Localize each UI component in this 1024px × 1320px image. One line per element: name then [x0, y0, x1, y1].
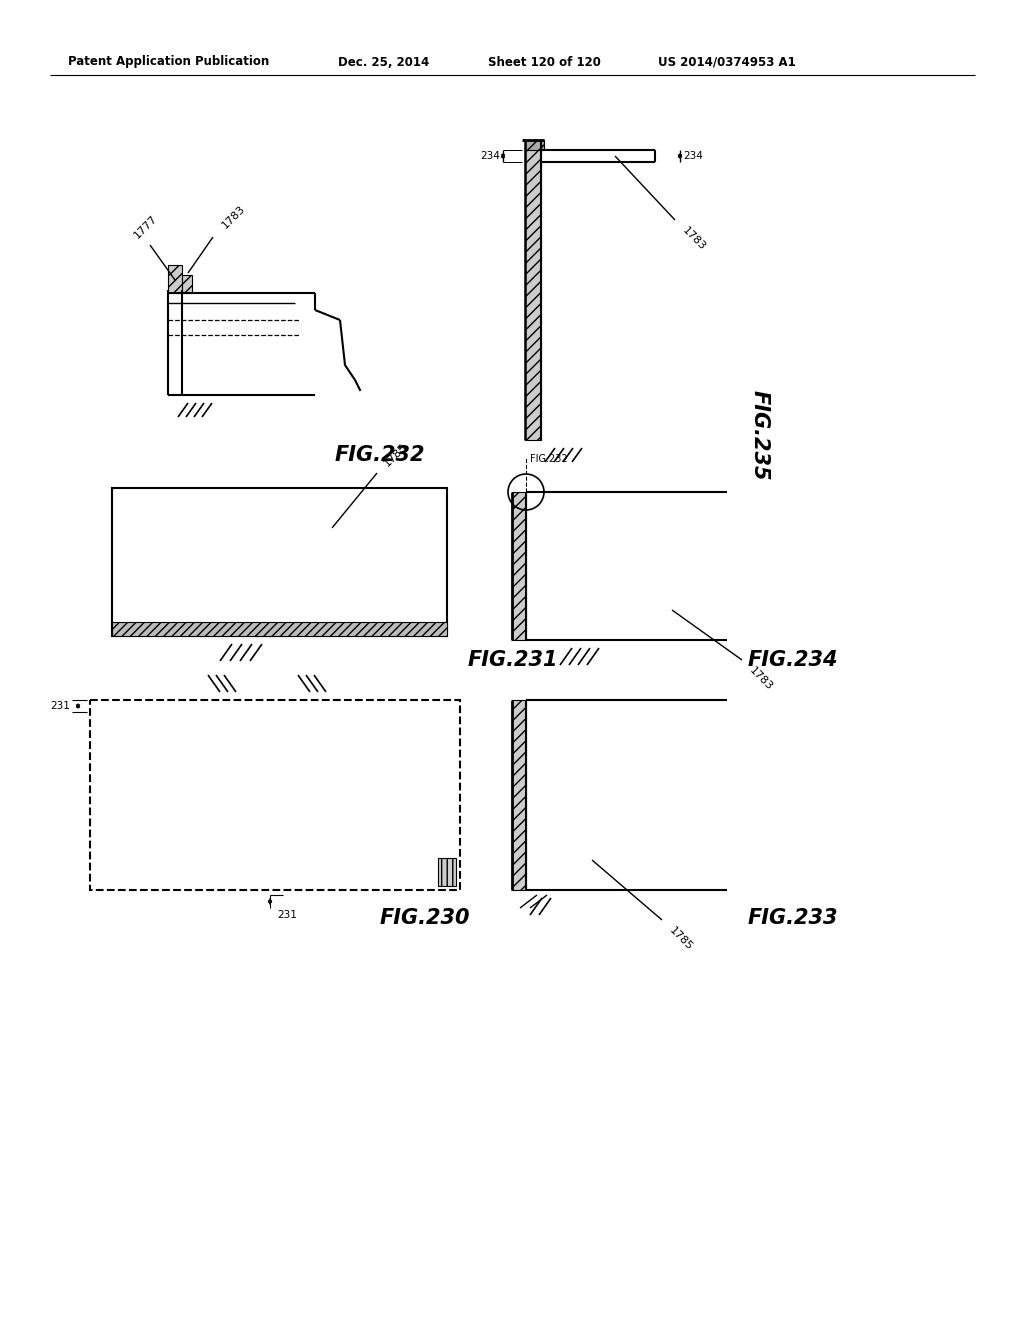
Text: FIG.231: FIG.231: [468, 649, 558, 671]
Text: 1783: 1783: [220, 203, 247, 230]
Text: FIG.232: FIG.232: [335, 445, 426, 465]
Bar: [112, 622, 447, 636]
Text: 1783: 1783: [680, 224, 707, 252]
Text: FIG.232: FIG.232: [530, 454, 567, 465]
Text: FIG.230: FIG.230: [380, 908, 470, 928]
Bar: [525, 140, 544, 150]
Text: Sheet 120 of 120: Sheet 120 of 120: [488, 55, 601, 69]
Bar: [168, 265, 182, 293]
Text: FIG.234: FIG.234: [748, 649, 839, 671]
Text: 1777: 1777: [132, 213, 160, 240]
Text: 231: 231: [278, 909, 297, 920]
Text: 234: 234: [480, 150, 500, 161]
Text: 1783: 1783: [746, 665, 774, 692]
Text: FIG.233: FIG.233: [748, 908, 839, 928]
Text: US 2014/0374953 A1: US 2014/0374953 A1: [658, 55, 796, 69]
Bar: [182, 275, 193, 293]
Bar: [525, 140, 541, 440]
Bar: [112, 488, 447, 636]
Text: Patent Application Publication: Patent Application Publication: [68, 55, 269, 69]
Text: Dec. 25, 2014: Dec. 25, 2014: [338, 55, 429, 69]
Bar: [512, 492, 526, 640]
Text: FIG.235: FIG.235: [750, 389, 770, 480]
Bar: [90, 700, 460, 890]
Bar: [438, 858, 456, 886]
Text: 1785: 1785: [667, 925, 694, 952]
Text: 234: 234: [683, 150, 702, 161]
Text: 231: 231: [50, 701, 70, 711]
Text: 1785: 1785: [382, 441, 409, 469]
Bar: [512, 700, 526, 890]
